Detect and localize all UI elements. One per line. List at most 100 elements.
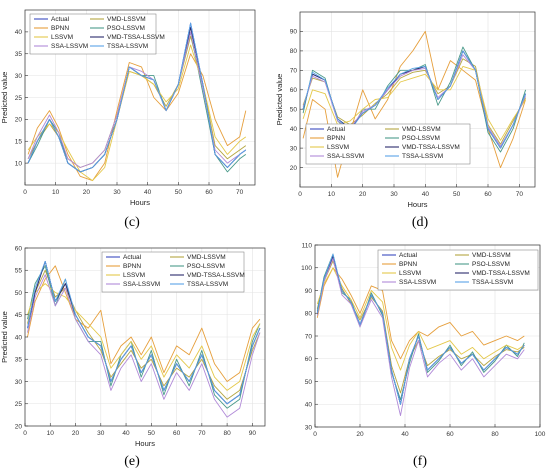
legend-entry: LSSVM — [327, 144, 349, 151]
x-tick-label: 80 — [223, 430, 231, 437]
legend-entry: Actual — [327, 126, 346, 133]
y-tick-label: 60 — [15, 245, 23, 252]
panel-0: 0 10 20 30 40 50 60 70 10 15 20 25 30 35 40 Hours Predic… — [0, 9, 256, 230]
y-tick-label: 50 — [305, 379, 313, 386]
y-tick-label: 40 — [15, 334, 23, 341]
x-tick-label: 20 — [72, 430, 80, 437]
x-tick-label: 10 — [47, 430, 55, 437]
legend-entry: SSA-LSSVM — [399, 279, 436, 286]
panel-label: (f) — [413, 454, 427, 469]
y-tick-label: 60 — [305, 356, 313, 363]
y-tick-label: 60 — [290, 87, 298, 94]
series-line-7 — [316, 253, 525, 405]
x-tick-label: 60 — [446, 431, 454, 438]
x-tick-label: 60 — [173, 430, 181, 437]
series-line-7 — [27, 22, 247, 173]
legend-entry: PSO-LSSVM — [402, 135, 440, 142]
y-tick-label: 70 — [290, 68, 298, 75]
y-tick-label: 20 — [290, 165, 298, 172]
legend-entry: VMD-TSSA-LSSVM — [187, 272, 245, 279]
y-tick-label: 110 — [302, 242, 313, 249]
legend-box — [305, 123, 471, 165]
legend-entry: BPNN — [399, 261, 417, 268]
panel-3: 0 20 40 60 80 100 30 40 50 60 70 80 90 100 110 Actual VM… — [301, 242, 546, 469]
y-tick-label: 100 — [301, 265, 312, 272]
y-tick-label: 20 — [15, 117, 23, 124]
legend-entry: Actual — [123, 254, 142, 261]
y-tick-label: 25 — [15, 95, 23, 102]
x-tick-label: 60 — [484, 191, 492, 198]
panel-1: 0 10 20 30 40 50 60 70 20 30 40 50 60 70 80 90 Hours Pred… — [275, 11, 536, 230]
y-tick-label: 55 — [15, 268, 23, 275]
y-tick-label: 50 — [290, 107, 298, 114]
series-line-2 — [27, 265, 261, 382]
x-tick-label: 20 — [356, 431, 364, 438]
legend-entry: VMD-LSSVM — [107, 16, 146, 23]
legend-entry: Actual — [51, 16, 70, 23]
series-line-7 — [302, 50, 527, 149]
legend-entry: PSO-LSSVM — [472, 261, 510, 268]
x-tick-label: 10 — [328, 191, 336, 198]
x-tick-label: 40 — [122, 430, 130, 437]
panel-label: (c) — [124, 215, 140, 230]
legend-entry: BPNN — [51, 25, 69, 32]
panel-label: (d) — [412, 215, 429, 230]
y-tick-label: 15 — [15, 139, 23, 146]
x-tick-label: 30 — [113, 189, 121, 196]
y-tick-label: 40 — [290, 126, 298, 133]
x-tick-label: 70 — [516, 191, 524, 198]
y-axis-label: Predicted value — [275, 74, 284, 126]
legend-entry: SSA-LSSVM — [51, 43, 88, 50]
y-tick-label: 30 — [15, 73, 23, 80]
x-tick-label: 80 — [491, 431, 499, 438]
series-line-6 — [316, 258, 525, 417]
legend-entry: VMD-LSSVM — [402, 126, 441, 133]
y-tick-label: 80 — [305, 311, 313, 318]
series-line-6 — [27, 274, 261, 418]
x-tick-label: 40 — [144, 189, 152, 196]
legend-entry: LSSVM — [399, 270, 421, 277]
x-tick-label: 100 — [535, 431, 546, 438]
y-tick-label: 30 — [305, 424, 313, 431]
legend-entry: VMD-TSSA-LSSVM — [107, 34, 165, 41]
y-tick-label: 30 — [290, 145, 298, 152]
x-axis-label: Hours — [130, 198, 150, 207]
legend-entry: Actual — [399, 252, 418, 259]
legend-entry: BPNN — [327, 135, 345, 142]
legend-entry: VMD-LSSVM — [472, 252, 511, 259]
x-tick-label: 60 — [205, 189, 213, 196]
y-tick-label: 10 — [15, 160, 23, 167]
y-tick-label: 40 — [305, 402, 313, 409]
legend-entry: PSO-LSSVM — [107, 25, 145, 32]
x-tick-label: 90 — [249, 430, 257, 437]
series-line-6 — [27, 31, 247, 168]
x-tick-label: 40 — [422, 191, 430, 198]
x-tick-label: 30 — [97, 430, 105, 437]
x-tick-label: 0 — [313, 431, 317, 438]
x-axis-label: Hours — [407, 200, 427, 209]
legend-entry: VMD-TSSA-LSSVM — [472, 270, 530, 277]
x-axis-label: Hours — [135, 439, 155, 448]
y-tick-label: 90 — [290, 29, 298, 36]
legend-entry: VMD-LSSVM — [187, 254, 226, 261]
y-tick-label: 80 — [290, 48, 298, 55]
legend-entry: SSA-LSSVM — [123, 281, 160, 288]
x-tick-label: 50 — [148, 430, 156, 437]
x-tick-label: 70 — [198, 430, 206, 437]
x-tick-label: 20 — [83, 189, 91, 196]
y-tick-label: 35 — [15, 51, 23, 58]
y-tick-label: 20 — [15, 423, 23, 430]
panel-label: (e) — [124, 454, 140, 469]
panel-2: 0 10 20 30 40 50 60 70 80 90 20 25 30 35 40 45 50 55 60 Hou… — [0, 245, 266, 469]
axes-frame — [299, 11, 536, 188]
legend-entry: BPNN — [123, 263, 141, 270]
x-tick-label: 50 — [453, 191, 461, 198]
x-tick-label: 40 — [401, 431, 409, 438]
x-tick-label: 70 — [236, 189, 244, 196]
x-tick-label: 0 — [23, 189, 27, 196]
series-line-7 — [27, 260, 261, 405]
y-tick-label: 45 — [15, 312, 23, 319]
series-line-4 — [27, 283, 261, 391]
x-tick-label: 0 — [298, 191, 302, 198]
